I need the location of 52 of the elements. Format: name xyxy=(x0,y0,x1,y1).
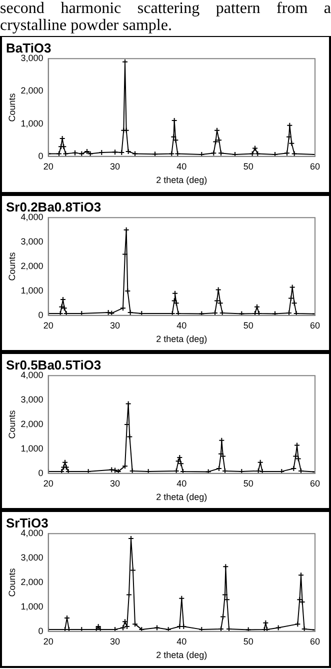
y-axis-title: Counts xyxy=(6,568,17,597)
y-tick-label: 3,000 xyxy=(20,53,44,64)
chart-title: SrTiO3 xyxy=(6,515,48,530)
x-tick-label: 20 xyxy=(43,161,54,172)
y-tick-label: 1,000 xyxy=(20,601,44,612)
x-tick-label: 60 xyxy=(310,636,320,646)
text: second harmonic scattering pattern from a crystalline powder sample. xyxy=(0,0,331,36)
x-tick-label: 60 xyxy=(310,478,320,488)
x-tick-label: 30 xyxy=(110,320,120,330)
x-tick-label: 30 xyxy=(110,478,120,488)
x-tick-label: 40 xyxy=(176,478,187,488)
x-tick-label: 60 xyxy=(310,320,320,330)
y-axis-title: Counts xyxy=(6,92,17,122)
y-tick-label: 3,000 xyxy=(20,552,44,563)
x-tick-label: 30 xyxy=(110,161,120,172)
x-axis-title: 2 theta (deg) xyxy=(156,492,208,502)
y-tick-label: 3,000 xyxy=(20,394,44,405)
chart-title: BaTiO3 xyxy=(6,40,52,56)
y-tick-label: 2,000 xyxy=(20,86,44,96)
y-tick-label: 0 xyxy=(38,150,44,161)
chart-title: Sr0.2Ba0.8TiO3 xyxy=(6,199,102,214)
y-axis-title: Counts xyxy=(6,410,17,439)
y-tick-label: 1,000 xyxy=(20,443,44,454)
chart-title: Sr0.5Ba0.5TiO3 xyxy=(6,357,102,372)
x-tick-label: 30 xyxy=(110,636,120,646)
x-tick-label: 20 xyxy=(43,636,54,646)
x-tick-label: 50 xyxy=(243,161,254,172)
y-tick-label: 2,000 xyxy=(20,418,44,429)
y-tick-label: 1,000 xyxy=(20,118,44,128)
x-axis-title: 2 theta (deg) xyxy=(156,650,208,660)
x-tick-label: 40 xyxy=(176,636,187,646)
y-tick-label: 4,000 xyxy=(20,212,44,222)
x-tick-label: 50 xyxy=(243,478,254,488)
x-tick-label: 60 xyxy=(310,161,320,172)
y-tick-label: 3,000 xyxy=(20,236,44,247)
y-tick-label: 2,000 xyxy=(20,260,44,271)
y-axis-title: Counts xyxy=(6,252,17,281)
x-tick-label: 40 xyxy=(176,161,187,172)
x-tick-label: 50 xyxy=(243,320,254,330)
y-tick-label: 0 xyxy=(38,310,44,320)
x-tick-label: 20 xyxy=(43,478,54,488)
y-tick-label: 4,000 xyxy=(20,370,44,380)
y-tick-label: 1,000 xyxy=(20,285,44,296)
y-tick-label: 0 xyxy=(38,468,44,478)
x-axis-title: 2 theta (deg) xyxy=(156,334,208,344)
x-tick-label: 20 xyxy=(43,320,54,330)
x-tick-label: 40 xyxy=(176,320,187,330)
y-tick-label: 4,000 xyxy=(20,528,44,538)
y-tick-label: 2,000 xyxy=(20,576,44,587)
x-axis-title: 2 theta (deg) xyxy=(156,175,208,186)
y-tick-label: 0 xyxy=(38,626,44,636)
x-tick-label: 50 xyxy=(243,636,254,646)
